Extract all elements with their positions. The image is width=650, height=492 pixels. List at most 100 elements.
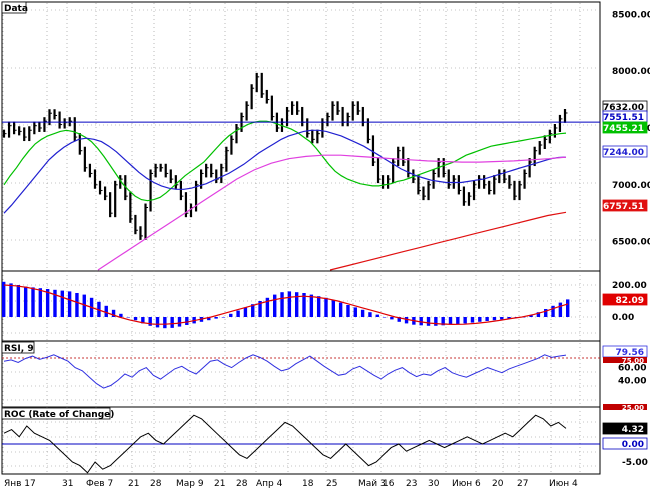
macd-histogram-bar: [16, 285, 21, 317]
chart-layers: 6500.007000.007500.008000.008500.007632.…: [2, 10, 650, 474]
macd-histogram-bar: [507, 317, 511, 319]
price-value-label: 7244.00: [603, 148, 644, 158]
macd-histogram-bar: [9, 283, 13, 317]
macd-histogram-bar: [404, 317, 409, 324]
x-tick-label: 28: [150, 479, 162, 489]
macd-histogram-bar: [111, 309, 116, 317]
roc-zero-label-box: [602, 437, 648, 450]
price-ytick-label: 7000.00: [612, 181, 650, 191]
x-tick-label: Апр 4: [256, 479, 283, 489]
macd-histogram-bar: [104, 305, 108, 317]
rsi-panel-title: RSI, 9: [4, 344, 34, 354]
macd-histogram-bar: [375, 314, 379, 317]
macd-histogram-bar: [302, 293, 306, 317]
price-value-label-box: [602, 145, 648, 158]
x-tick-label: 25: [326, 479, 337, 489]
price-title-box: Data: [1, 1, 28, 14]
x-tick-label: 18: [302, 479, 314, 489]
rsi-title-box: RSI, 9: [1, 341, 35, 354]
x-tick-label: Июн 6: [452, 479, 481, 489]
rsi-upper-label: 75.00: [622, 357, 644, 365]
macd-histogram-bar: [221, 317, 226, 318]
macd-histogram-bar: [397, 317, 401, 322]
price-value-label: 6757.51: [603, 202, 644, 212]
macd-histogram-bar: [170, 317, 174, 328]
rsi-upper-label-box: [603, 357, 647, 363]
macd-histogram-bar: [426, 317, 431, 326]
macd-histogram-bar: [126, 317, 130, 318]
macd-histogram-bar: [265, 297, 270, 317]
macd-histogram-bar: [2, 281, 6, 317]
macd-histogram-bar: [273, 294, 277, 317]
price-value-label-box: [602, 121, 648, 134]
rsi-ytick-label: 60.00: [618, 364, 646, 374]
roc-value-label-box: [602, 422, 648, 435]
price-ytick-label: 6500.00: [612, 238, 650, 248]
x-axis: Янв 17 31 Фев 7 21 28 Мар 9 21 28 Апр 4 18 25 Май 3…: [4, 479, 578, 489]
macd-histogram-bar: [38, 288, 43, 317]
x-tick-label: Мар 9: [176, 479, 204, 489]
macd-value-label: 82.09: [616, 296, 644, 306]
macd-histogram-bar: [390, 317, 394, 320]
ma-green-line: [3, 120, 567, 202]
macd-histogram-bar: [229, 313, 233, 317]
rsi-lower-label-box: [603, 404, 647, 410]
trend-red-line: [329, 211, 567, 271]
macd-histogram-bar: [346, 305, 350, 317]
roc-panel-title: ROC (Rate of Change): [4, 410, 114, 420]
price-panel: [1, 1, 601, 272]
rsi-line: [3, 354, 567, 389]
macd-histogram-bar: [360, 309, 365, 317]
macd-histogram-bar: [470, 317, 475, 323]
macd-histogram-bar: [463, 317, 467, 324]
macd-histogram-bar: [177, 317, 182, 327]
ma-magenta-line: [97, 154, 567, 271]
x-tick-label: 20: [492, 479, 504, 489]
x-tick-label: Янв 17: [4, 479, 36, 489]
roc-title-box: ROC (Rate of Change): [1, 407, 114, 420]
macd-histogram-bar: [53, 289, 57, 317]
price-value-label-box: [602, 199, 648, 212]
macd-histogram-bar: [163, 317, 167, 329]
x-tick-label: 31: [62, 479, 73, 489]
macd-histogram-bar: [448, 317, 453, 325]
x-tick-label: 28: [236, 479, 248, 489]
macd-histogram-bar: [434, 317, 438, 326]
macd-histogram-bar: [155, 317, 160, 328]
macd-histogram-bar: [258, 301, 262, 317]
roc-line: [3, 414, 567, 474]
macd-histogram-bar: [31, 287, 35, 317]
rsi-panel: [1, 340, 601, 408]
macd-histogram-bar: [45, 289, 50, 317]
rsi-ytick-label: 40.00: [618, 376, 646, 386]
macd-histogram-bar: [309, 294, 314, 317]
price-ytick-label: 8500.00: [612, 10, 650, 20]
macd-histogram-bar: [287, 291, 292, 317]
macd-histogram-bar: [522, 317, 526, 318]
macd-histogram-bar: [243, 307, 248, 317]
x-tick-label: 16: [383, 479, 395, 489]
price-value-label: 7551.51: [603, 113, 644, 123]
macd-histogram-bar: [207, 317, 211, 321]
macd-histogram-bar: [324, 297, 328, 317]
roc-ytick-label: -5.00: [622, 458, 648, 468]
macd-histogram-bar: [75, 293, 79, 317]
macd-histogram-bar: [67, 291, 72, 317]
macd-histogram-bar: [236, 310, 240, 317]
macd-histogram-bar: [544, 309, 548, 317]
roc-zero-label: 0.00: [622, 440, 644, 450]
macd-histogram-bar: [419, 317, 423, 326]
macd-histogram-bar: [456, 317, 460, 325]
macd-histogram-bar: [492, 317, 497, 321]
price-value-label: 7455.21: [603, 124, 644, 134]
macd-histogram-bar: [382, 317, 387, 318]
macd-histogram-bar: [185, 317, 189, 325]
macd-histogram-bar: [441, 317, 445, 326]
macd-histogram-bar: [82, 294, 86, 317]
macd-histogram-bar: [148, 317, 152, 326]
macd-ytick-label: 0.00: [612, 313, 634, 323]
macd-histogram-bar: [551, 305, 555, 317]
x-tick-label: Июн 4: [549, 479, 578, 489]
rsi-lower-label: 25.00: [622, 404, 644, 412]
